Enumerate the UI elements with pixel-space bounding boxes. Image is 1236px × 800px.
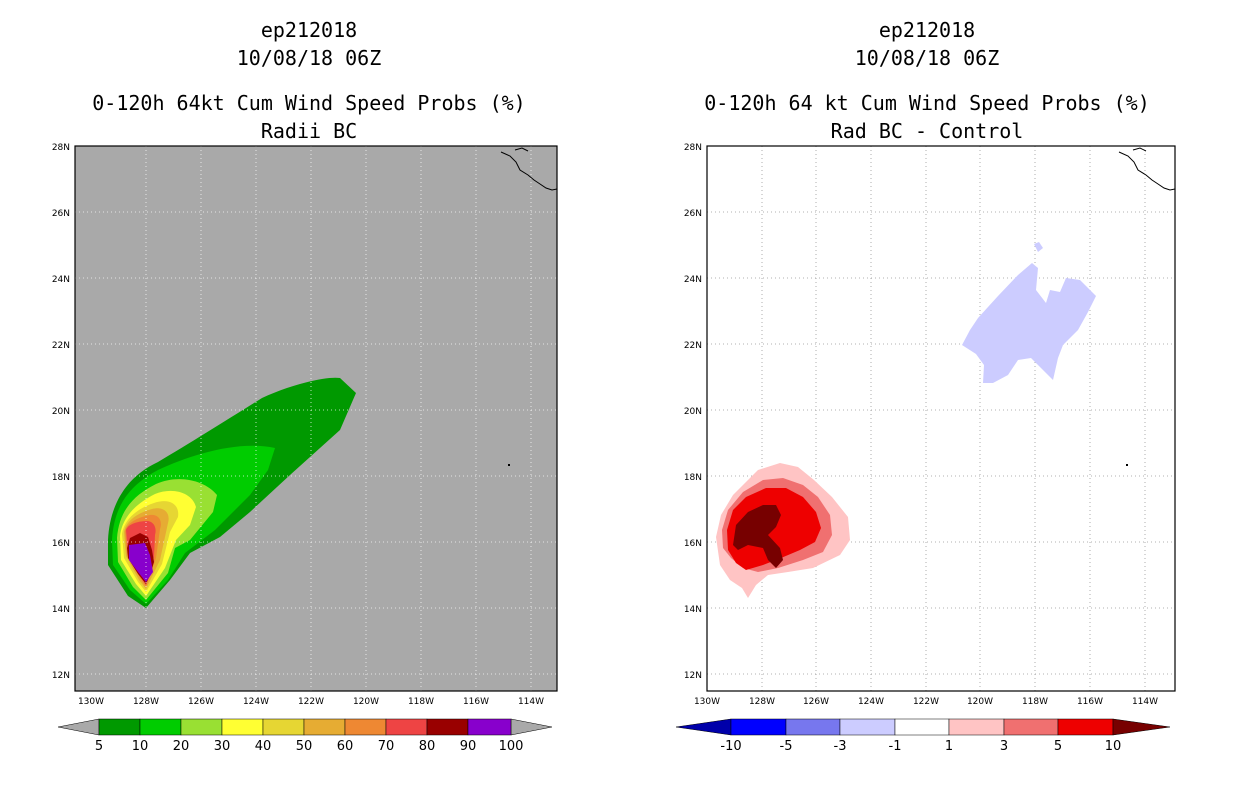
lat-label: 12N bbox=[684, 671, 702, 681]
colorbar-label: 20 bbox=[173, 739, 190, 754]
colorbar-label: 100 bbox=[499, 739, 524, 754]
lon-label: 122W bbox=[913, 697, 939, 707]
right-lon-axis: 130W 128W 126W 124W 122W 120W 118W 116W … bbox=[694, 697, 1158, 707]
colorbar-label: 1 bbox=[945, 739, 953, 754]
lat-label: 26N bbox=[684, 209, 702, 219]
left-island-marker bbox=[508, 464, 510, 466]
colorbar-label: 5 bbox=[1054, 739, 1062, 754]
colorbar-label: -1 bbox=[889, 739, 902, 754]
right-map-frame bbox=[706, 145, 1176, 692]
right-difference-contours bbox=[716, 242, 1096, 598]
right-map-figure: 28N 26N 24N 22N 20N 18N 16N 14N 12N 130W… bbox=[675, 143, 1176, 754]
lon-label: 126W bbox=[803, 697, 829, 707]
colorbar-label: 40 bbox=[255, 739, 272, 754]
colorbar-label: 30 bbox=[214, 739, 231, 754]
left-map-frame bbox=[74, 145, 558, 692]
datetime: 10/08/18 06Z bbox=[236, 46, 382, 70]
lat-label: 28N bbox=[684, 143, 702, 153]
colorbar-label: 3 bbox=[1000, 739, 1008, 754]
lon-label: 116W bbox=[463, 697, 489, 707]
colorbar-label: 10 bbox=[1105, 739, 1122, 754]
lon-label: 128W bbox=[749, 697, 775, 707]
lon-label: 120W bbox=[967, 697, 993, 707]
product-title: 0-120h 64kt Cum Wind Speed Probs (%) bbox=[92, 91, 526, 115]
lon-label: 116W bbox=[1077, 697, 1103, 707]
lat-label: 14N bbox=[52, 605, 70, 615]
lat-label: 16N bbox=[52, 539, 70, 549]
product-title: 0-120h 64 kt Cum Wind Speed Probs (%) bbox=[704, 91, 1150, 115]
colorbar-label: 50 bbox=[296, 739, 313, 754]
lon-label: 118W bbox=[1022, 697, 1048, 707]
lat-label: 28N bbox=[52, 143, 70, 153]
storm-id: ep212018 bbox=[260, 18, 358, 42]
lat-label: 22N bbox=[52, 341, 70, 351]
lon-label: 120W bbox=[353, 697, 379, 707]
left-grid-lines bbox=[75, 146, 557, 691]
left-coastline bbox=[500, 151, 558, 191]
right-colorbar: -10 -5 -3 -1 1 3 5 10 bbox=[675, 718, 1171, 754]
panel-subtitle: Rad BC - Control bbox=[830, 119, 1024, 143]
lat-label: 18N bbox=[684, 473, 702, 483]
colorbar-label: 60 bbox=[337, 739, 354, 754]
lon-label: 126W bbox=[188, 697, 214, 707]
lon-label: 114W bbox=[518, 697, 544, 707]
lat-label: 24N bbox=[684, 275, 702, 285]
datetime: 10/08/18 06Z bbox=[854, 46, 1000, 70]
colorbar-label: -10 bbox=[720, 739, 741, 754]
lat-label: 20N bbox=[684, 407, 702, 417]
lon-label: 114W bbox=[1132, 697, 1158, 707]
lat-label: 18N bbox=[52, 473, 70, 483]
colorbar-label: 5 bbox=[95, 739, 103, 754]
storm-id: ep212018 bbox=[878, 18, 976, 42]
lon-label: 130W bbox=[694, 697, 720, 707]
right-island-marker bbox=[1126, 464, 1128, 466]
lon-label: 130W bbox=[78, 697, 104, 707]
colorbar-label: -5 bbox=[780, 739, 793, 754]
right-map-background bbox=[707, 146, 1175, 691]
lat-label: 20N bbox=[52, 407, 70, 417]
lon-label: 124W bbox=[243, 697, 269, 707]
lat-label: 12N bbox=[52, 671, 70, 681]
colorbar-label: -3 bbox=[834, 739, 847, 754]
lon-label: 118W bbox=[408, 697, 434, 707]
colorbar-label: 70 bbox=[378, 739, 395, 754]
colorbar-label: 80 bbox=[419, 739, 436, 754]
lat-label: 26N bbox=[52, 209, 70, 219]
left-probability-contours bbox=[108, 377, 356, 608]
lon-label: 128W bbox=[133, 697, 159, 707]
colorbar-label: 10 bbox=[132, 739, 149, 754]
right-panel: 28N 26N 24N 22N 20N 18N 16N 14N 12N 130W… bbox=[618, 0, 1236, 800]
lon-label: 122W bbox=[298, 697, 324, 707]
lat-label: 24N bbox=[52, 275, 70, 285]
lon-label: 124W bbox=[858, 697, 884, 707]
lat-label: 16N bbox=[684, 539, 702, 549]
left-map-figure: 28N 26N 24N 22N 20N 18N 16N 14N 12N 130W… bbox=[52, 143, 558, 754]
right-lat-axis: 28N 26N 24N 22N 20N 18N 16N 14N 12N bbox=[684, 143, 702, 681]
colorbar-label: 90 bbox=[460, 739, 477, 754]
lat-label: 14N bbox=[684, 605, 702, 615]
panel-subtitle: Radii BC bbox=[260, 119, 358, 143]
left-lon-axis: 130W 128W 126W 124W 122W 120W 118W 116W … bbox=[78, 697, 544, 707]
left-lat-axis: 28N 26N 24N 22N 20N 18N 16N 14N 12N bbox=[52, 143, 70, 681]
lat-label: 22N bbox=[684, 341, 702, 351]
left-panel: 28N 26N 24N 22N 20N 18N 16N 14N 12N 130W… bbox=[52, 18, 558, 754]
right-coastline bbox=[1118, 151, 1176, 191]
left-colorbar: 5 10 20 30 40 50 60 70 80 90 100 bbox=[57, 718, 553, 754]
